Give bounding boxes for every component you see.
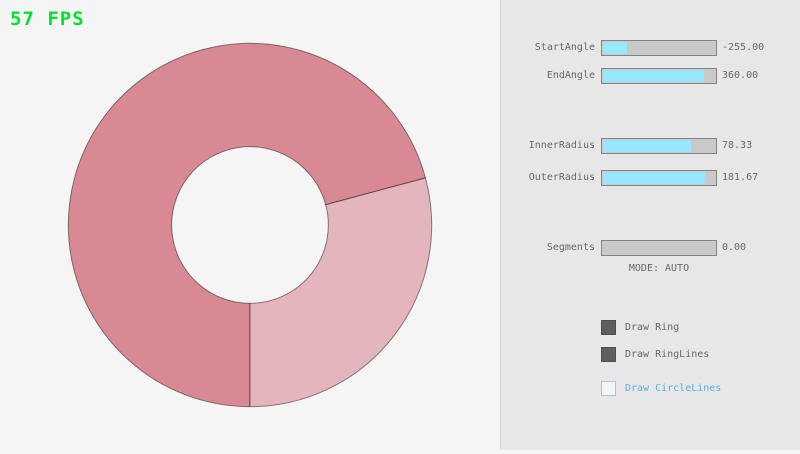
slider-fill [603,42,628,54]
slider-value: 0.00 [722,242,747,253]
checkbox-label: Draw CircleLines [625,383,722,394]
checkbox-label: Draw RingLines [625,349,710,360]
slider-label: EndAngle [546,70,595,81]
slider-label: OuterRadius [528,172,595,183]
checkbox-box[interactable] [601,347,616,362]
checkbox-box[interactable] [601,381,616,396]
slider-row-outerradius: OuterRadius 181.67 [501,170,800,186]
checkbox-draw-circlelines[interactable]: Draw CircleLines [601,381,781,397]
segments-slider[interactable] [601,240,717,256]
fps-counter: 57 FPS [10,8,85,30]
ring-sector-double-covered [67,42,427,408]
ring-sector-single-covered [249,177,433,408]
slider-fill [603,140,691,152]
slider-row-startangle: StartAngle -255.00 [501,40,800,56]
startangle-slider[interactable] [601,40,717,56]
slider-label: Segments [546,242,595,253]
outerradius-slider[interactable] [601,170,717,186]
slider-fill [603,172,705,184]
checkbox-draw-ringlines[interactable]: Draw RingLines [601,347,781,363]
slider-fill [603,70,704,82]
ring-chart [67,42,433,408]
segments-mode-label: MODE: AUTO [628,263,690,274]
controls-panel: StartAngle -255.00 EndAngle 360.00 Inner… [500,0,800,450]
slider-label: InnerRadius [528,140,595,151]
checkbox-label: Draw Ring [625,322,680,333]
render-canvas [67,42,433,408]
slider-value: 78.33 [722,140,753,151]
innerradius-slider[interactable] [601,138,717,154]
slider-value: 360.00 [722,70,759,81]
slider-label: StartAngle [534,42,595,53]
endangle-slider[interactable] [601,68,717,84]
checkbox-box[interactable] [601,320,616,335]
slider-row-segments: Segments 0.00 [501,240,800,256]
checkbox-draw-ring[interactable]: Draw Ring [601,320,781,336]
slider-row-innerradius: InnerRadius 78.33 [501,138,800,154]
slider-value: -255.00 [722,42,765,53]
slider-value: 181.67 [722,172,759,183]
slider-row-endangle: EndAngle 360.00 [501,68,800,84]
